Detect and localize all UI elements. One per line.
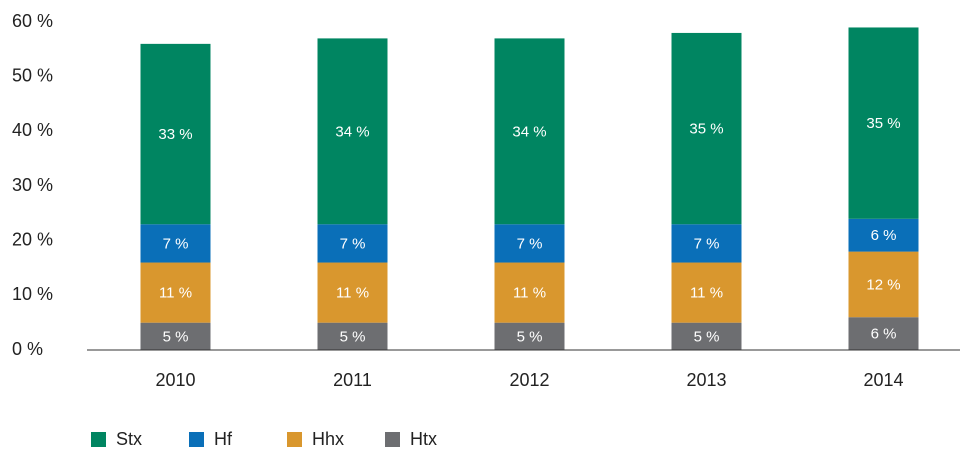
value-label: 5 % (517, 328, 543, 345)
y-tick-label: 60 % (12, 11, 53, 31)
value-label: 35 % (689, 121, 723, 138)
bar-segment (848, 218, 919, 252)
value-label: 33 % (158, 126, 192, 143)
value-label: 11 % (159, 285, 192, 302)
value-label: 11 % (336, 285, 369, 302)
legend-swatch (385, 432, 400, 447)
value-label: 35 % (866, 115, 900, 132)
x-tick-label: 2011 (333, 370, 372, 390)
value-label: 7 % (163, 235, 189, 252)
bar-segment (848, 251, 919, 318)
value-label: 34 % (335, 123, 369, 140)
legend-label: Hf (214, 429, 233, 449)
bar-segment (494, 262, 565, 323)
x-tick-label: 2012 (509, 370, 549, 390)
value-label: 5 % (163, 328, 189, 345)
bar-segment (671, 32, 742, 225)
y-tick-label: 0 % (12, 339, 43, 359)
value-label: 6 % (871, 326, 897, 343)
legend-swatch (287, 432, 302, 447)
x-tick-label: 2010 (155, 370, 195, 390)
x-tick-label: 2014 (863, 370, 903, 390)
value-label: 7 % (694, 235, 720, 252)
legend-swatch (189, 432, 204, 447)
value-label: 12 % (866, 276, 900, 293)
legend-label: Htx (410, 429, 437, 449)
bar-segment (140, 262, 211, 323)
bar-segment (671, 224, 742, 263)
y-tick-label: 30 % (12, 175, 53, 195)
y-tick-label: 20 % (12, 229, 53, 249)
bar-segment (848, 27, 919, 219)
y-tick-label: 50 % (12, 65, 53, 85)
x-tick-label: 2013 (686, 370, 726, 390)
value-label: 34 % (512, 123, 546, 140)
bar-segment (494, 224, 565, 263)
value-label: 5 % (340, 328, 366, 345)
bar-segment (494, 322, 565, 350)
bar-segment (317, 224, 388, 263)
bar-segment (317, 322, 388, 350)
bar-segment (494, 38, 565, 225)
bar-segment (317, 38, 388, 225)
bar-segment (671, 322, 742, 350)
legend-label: Hhx (312, 429, 344, 449)
value-label: 5 % (694, 328, 720, 345)
y-tick-label: 40 % (12, 120, 53, 140)
y-tick-label: 10 % (12, 284, 53, 304)
bar-segment (671, 262, 742, 323)
value-label: 6 % (871, 227, 897, 244)
bar-segment (140, 322, 211, 350)
value-label: 11 % (513, 285, 546, 302)
bar-segment (848, 317, 919, 350)
legend-swatch (91, 432, 106, 447)
legend-label: Stx (116, 429, 142, 449)
bar-segment (317, 262, 388, 323)
value-label: 7 % (517, 235, 543, 252)
value-label: 7 % (340, 235, 366, 252)
value-label: 11 % (690, 285, 723, 302)
bar-segment (140, 43, 211, 225)
bar-segment (140, 224, 211, 263)
